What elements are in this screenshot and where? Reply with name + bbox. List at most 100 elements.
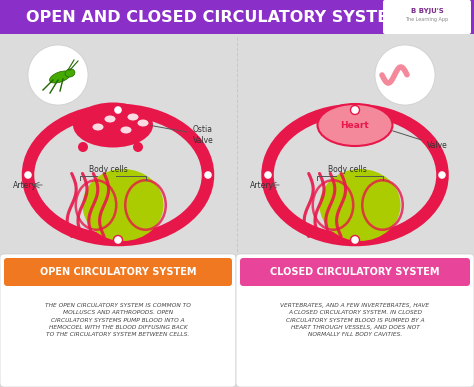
Text: Heart: Heart <box>341 120 369 130</box>
FancyBboxPatch shape <box>383 0 471 34</box>
Ellipse shape <box>73 103 153 147</box>
Ellipse shape <box>267 110 443 240</box>
Ellipse shape <box>383 200 393 212</box>
Ellipse shape <box>132 192 138 200</box>
Ellipse shape <box>353 216 360 224</box>
Ellipse shape <box>115 198 124 207</box>
Ellipse shape <box>126 204 132 212</box>
Ellipse shape <box>123 195 130 204</box>
Ellipse shape <box>92 123 103 130</box>
Ellipse shape <box>369 212 376 218</box>
Ellipse shape <box>119 203 128 212</box>
Circle shape <box>375 45 435 105</box>
Ellipse shape <box>28 110 208 240</box>
Ellipse shape <box>128 113 138 120</box>
Ellipse shape <box>350 214 358 224</box>
Ellipse shape <box>360 195 367 204</box>
Ellipse shape <box>369 192 375 200</box>
Circle shape <box>438 171 447 180</box>
Ellipse shape <box>331 219 343 230</box>
Ellipse shape <box>384 209 396 223</box>
Circle shape <box>78 142 88 152</box>
Ellipse shape <box>363 204 369 212</box>
Text: The Learning App: The Learning App <box>405 17 448 22</box>
Circle shape <box>203 171 212 180</box>
Ellipse shape <box>120 127 131 134</box>
Circle shape <box>133 142 143 152</box>
Circle shape <box>350 106 359 115</box>
Ellipse shape <box>377 205 386 212</box>
Ellipse shape <box>356 203 365 212</box>
Ellipse shape <box>352 198 361 207</box>
Text: Body cells: Body cells <box>328 166 366 175</box>
Ellipse shape <box>383 190 394 200</box>
Ellipse shape <box>93 208 101 215</box>
Ellipse shape <box>111 196 123 211</box>
Circle shape <box>28 45 88 105</box>
Ellipse shape <box>82 169 164 241</box>
Circle shape <box>350 236 359 245</box>
Ellipse shape <box>116 216 123 224</box>
Ellipse shape <box>118 183 131 194</box>
Ellipse shape <box>354 221 364 228</box>
Circle shape <box>24 171 33 180</box>
Ellipse shape <box>123 205 129 212</box>
Ellipse shape <box>94 219 106 230</box>
Ellipse shape <box>65 69 75 77</box>
Ellipse shape <box>117 199 127 210</box>
Ellipse shape <box>126 196 134 206</box>
Text: Body cells: Body cells <box>89 166 128 175</box>
Ellipse shape <box>147 209 159 223</box>
FancyBboxPatch shape <box>0 254 236 387</box>
FancyBboxPatch shape <box>236 254 474 387</box>
Ellipse shape <box>337 190 344 196</box>
FancyBboxPatch shape <box>4 258 232 286</box>
Ellipse shape <box>116 203 128 213</box>
Ellipse shape <box>146 200 156 212</box>
Text: Artery: Artery <box>13 180 37 190</box>
Ellipse shape <box>360 205 366 212</box>
Ellipse shape <box>119 199 128 207</box>
Text: Artery: Artery <box>250 180 274 190</box>
Ellipse shape <box>113 214 121 224</box>
Text: VERTEBRATES, AND A FEW INVERTEBRATES, HAVE
A CLOSED CIRCULATORY SYSTEM. IN CLOSE: VERTEBRATES, AND A FEW INVERTEBRATES, HA… <box>281 303 429 337</box>
Ellipse shape <box>347 204 359 216</box>
Ellipse shape <box>117 221 127 228</box>
Ellipse shape <box>363 196 371 206</box>
Ellipse shape <box>113 208 124 219</box>
Circle shape <box>113 106 122 115</box>
Ellipse shape <box>318 104 392 146</box>
FancyBboxPatch shape <box>0 0 474 34</box>
Ellipse shape <box>353 203 365 213</box>
Text: OPEN AND CLOSED CIRCULATORY SYSTEM: OPEN AND CLOSED CIRCULATORY SYSTEM <box>26 10 404 24</box>
Ellipse shape <box>137 120 148 127</box>
Text: THE OPEN CIRCULATORY SYSTEM IS COMMON TO
MOLLUSCS AND ARTHROPODS. OPEN
CIRCULATO: THE OPEN CIRCULATORY SYSTEM IS COMMON TO… <box>45 303 191 337</box>
Ellipse shape <box>105 200 112 207</box>
Text: Ostia
Valve: Ostia Valve <box>151 125 214 145</box>
Ellipse shape <box>49 71 71 83</box>
Ellipse shape <box>140 205 149 212</box>
Ellipse shape <box>354 199 364 210</box>
Ellipse shape <box>350 208 361 219</box>
Ellipse shape <box>132 187 142 195</box>
Ellipse shape <box>385 212 395 224</box>
FancyBboxPatch shape <box>240 258 470 286</box>
Text: B BYJU'S: B BYJU'S <box>410 8 443 14</box>
Ellipse shape <box>104 115 116 123</box>
Circle shape <box>264 171 273 180</box>
Ellipse shape <box>348 196 360 211</box>
Ellipse shape <box>110 204 122 216</box>
Ellipse shape <box>342 200 349 207</box>
Ellipse shape <box>319 169 401 241</box>
Ellipse shape <box>146 190 157 200</box>
Circle shape <box>113 236 122 245</box>
Ellipse shape <box>132 212 139 218</box>
Text: Valve: Valve <box>392 131 448 149</box>
Ellipse shape <box>369 187 379 195</box>
Text: CLOSED CIRCULATORY SYSTEM: CLOSED CIRCULATORY SYSTEM <box>270 267 440 277</box>
Ellipse shape <box>148 212 158 224</box>
Ellipse shape <box>356 199 365 207</box>
Text: OPEN CIRCULATORY SYSTEM: OPEN CIRCULATORY SYSTEM <box>40 267 196 277</box>
Ellipse shape <box>355 183 368 194</box>
Ellipse shape <box>100 190 107 196</box>
